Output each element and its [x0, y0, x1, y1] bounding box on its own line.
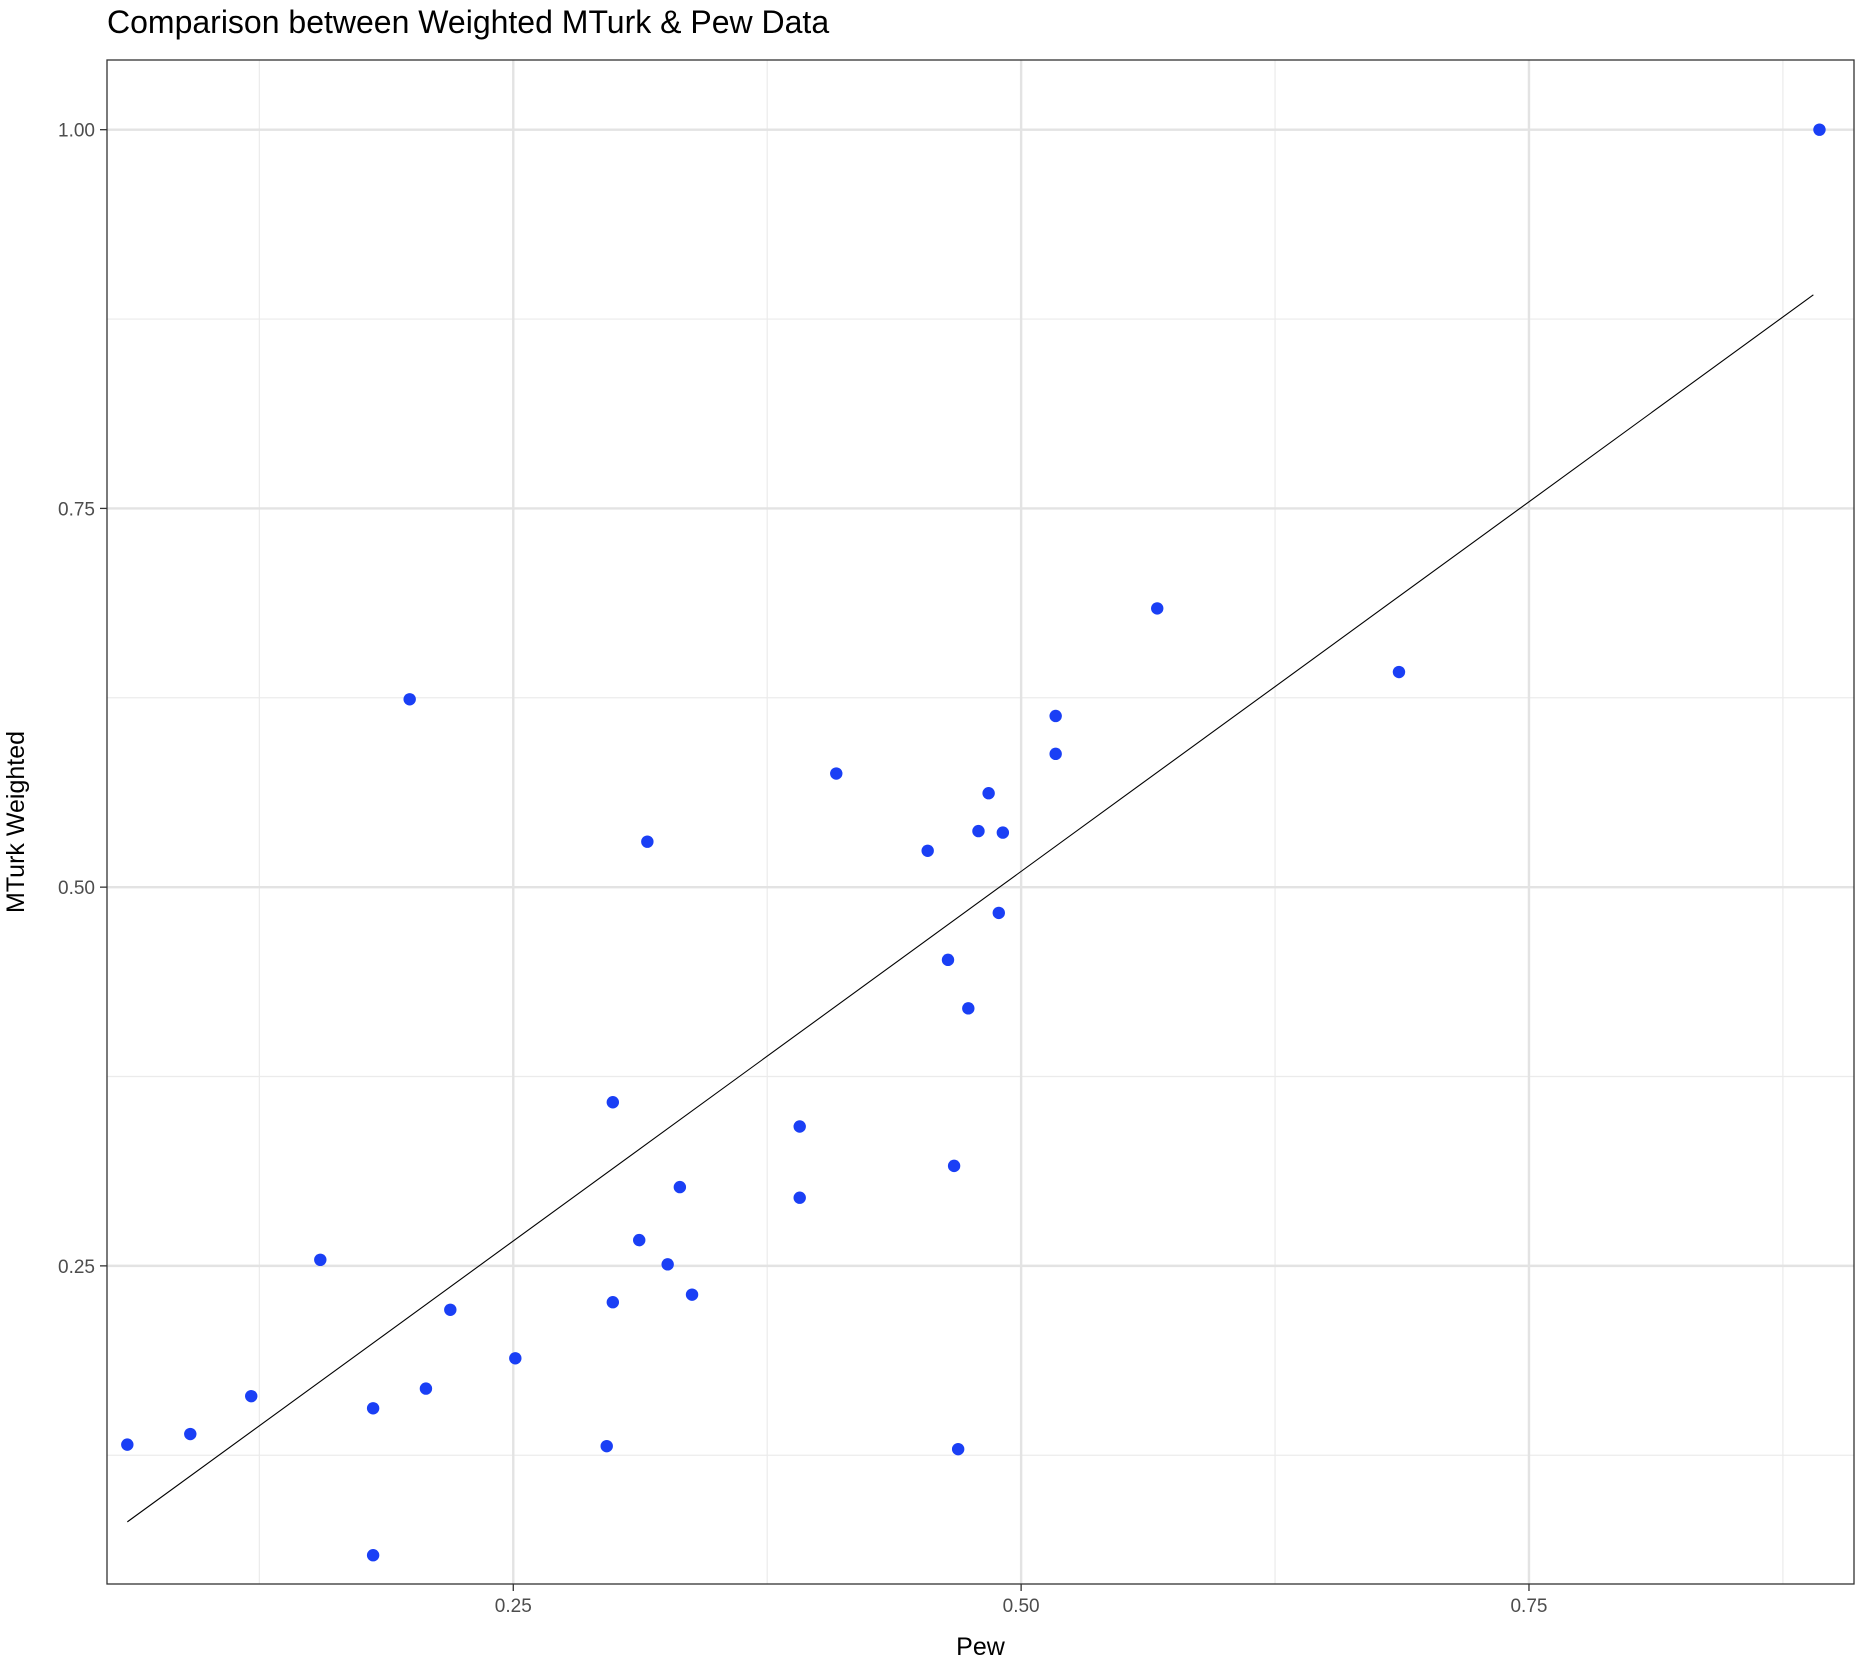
data-point [921, 844, 934, 857]
y-tick-label: 1.00 [58, 121, 95, 142]
data-point [1392, 665, 1406, 679]
y-axis-title: MTurk Weighted [2, 731, 30, 913]
data-point [184, 1427, 197, 1441]
data-point [403, 693, 416, 706]
data-point [121, 1438, 134, 1451]
chart-title: Comparison between Weighted MTurk & Pew … [107, 4, 830, 40]
data-point [661, 1258, 674, 1271]
data-point [1151, 602, 1164, 615]
x-axis-title: Pew [956, 1633, 1006, 1661]
data-point [1049, 709, 1062, 723]
data-point [509, 1352, 522, 1365]
data-point [673, 1180, 687, 1194]
data-point [606, 1096, 620, 1109]
panel-border [106, 59, 1855, 1585]
fit-line [126, 294, 1814, 1523]
minor-gridlines [107, 60, 1854, 1584]
data-point [947, 1159, 961, 1173]
data-point [245, 1389, 258, 1403]
data-point [992, 906, 1005, 920]
data-point [830, 767, 843, 780]
data-point [972, 824, 985, 838]
data-point [606, 1296, 620, 1309]
data-point [419, 1382, 433, 1395]
data-point [951, 1442, 965, 1456]
data-point [633, 1233, 646, 1247]
data-point [1813, 123, 1826, 136]
data-point [962, 1002, 975, 1015]
y-tick-label: 0.75 [58, 499, 95, 520]
y-tick-labels: 0.25 0.50 0.75 1.00 [58, 121, 95, 1278]
data-point [366, 1402, 380, 1415]
data-point [366, 1549, 380, 1562]
data-point [941, 953, 955, 967]
data-point [314, 1253, 327, 1267]
data-point [600, 1439, 613, 1453]
data-points [121, 123, 1826, 1562]
x-tick-label: 0.50 [1003, 1596, 1040, 1617]
fit-line-group [126, 294, 1814, 1523]
x-tick-label: 0.75 [1510, 1596, 1547, 1617]
data-point [1049, 747, 1062, 761]
x-tick-labels: 0.25 0.50 0.75 [495, 1596, 1548, 1617]
axis-ticks [100, 129, 1530, 1591]
data-point [996, 826, 1010, 839]
data-point [685, 1288, 699, 1301]
y-tick-label: 0.50 [58, 878, 95, 899]
data-point [982, 787, 995, 800]
data-point [793, 1191, 806, 1204]
data-point [444, 1303, 457, 1317]
data-point [641, 835, 654, 848]
x-tick-label: 0.25 [495, 1596, 532, 1617]
major-gridlines [107, 60, 1854, 1584]
y-tick-label: 0.25 [58, 1257, 95, 1278]
data-point [793, 1120, 806, 1133]
